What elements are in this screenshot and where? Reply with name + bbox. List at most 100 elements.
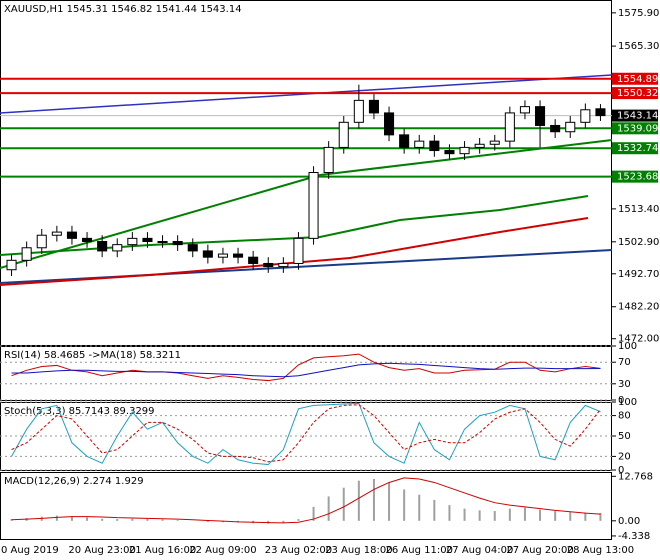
candle-body bbox=[580, 109, 591, 123]
histogram-bar bbox=[176, 520, 179, 521]
candle-body bbox=[353, 99, 364, 123]
y-tick-label: 20 bbox=[618, 451, 631, 462]
candle-body bbox=[202, 250, 213, 258]
candle-body bbox=[429, 140, 440, 152]
main-frame bbox=[0, 0, 612, 346]
moving-average bbox=[0, 195, 589, 256]
histogram-bar bbox=[357, 480, 360, 521]
candle-body bbox=[278, 262, 289, 268]
level-tag bbox=[612, 72, 658, 85]
candle-body bbox=[444, 150, 455, 155]
candle-body bbox=[66, 231, 77, 239]
y-tick-label: 1482.20 bbox=[618, 302, 659, 313]
candle-body bbox=[263, 262, 274, 268]
histogram-bar bbox=[327, 496, 330, 521]
trendline bbox=[0, 139, 613, 269]
y-tick-label: -4.338 bbox=[618, 531, 650, 542]
histogram-bar bbox=[539, 509, 542, 521]
x-tick-label: 28 Aug 13:00 bbox=[567, 545, 634, 556]
histogram-bar bbox=[508, 508, 511, 521]
histogram-bar bbox=[342, 487, 345, 521]
candle-body bbox=[338, 121, 349, 148]
y-tick-label: 1502.90 bbox=[618, 237, 659, 248]
histogram-bar bbox=[70, 516, 73, 521]
level-tag bbox=[612, 170, 658, 183]
candle-body bbox=[187, 244, 198, 252]
y-tick-label: 0 bbox=[618, 395, 624, 406]
histogram-bar bbox=[448, 505, 451, 521]
candle-body bbox=[82, 237, 93, 242]
histogram-bar bbox=[599, 512, 602, 521]
histogram-bar bbox=[478, 510, 481, 521]
histogram-bar bbox=[403, 489, 406, 521]
candle-body bbox=[308, 172, 319, 239]
histogram-bar bbox=[569, 512, 572, 521]
candle-body bbox=[21, 247, 32, 261]
y-tick-label: 80 bbox=[618, 411, 631, 422]
macd-frame bbox=[0, 472, 612, 540]
level-tag bbox=[612, 142, 658, 155]
y-tick-label: 100 bbox=[618, 341, 637, 352]
y-tick-label: 1575.90 bbox=[618, 8, 659, 19]
candle-body bbox=[459, 146, 470, 155]
histogram-bar bbox=[116, 519, 119, 521]
candle-body bbox=[519, 106, 530, 114]
candle-body bbox=[414, 140, 425, 148]
candle-body bbox=[323, 146, 334, 173]
histogram-bar bbox=[161, 519, 164, 521]
histogram-bar bbox=[101, 518, 104, 521]
y-tick-label: 1492.70 bbox=[618, 269, 659, 280]
pane-title: MACD(12,26,9) 2.274 1.929 bbox=[4, 476, 144, 487]
candle-body bbox=[293, 237, 304, 264]
y-tick-label: 30 bbox=[618, 379, 631, 390]
candle-body bbox=[399, 134, 410, 148]
level-label: 1543.14 bbox=[617, 111, 658, 122]
histogram-bar bbox=[493, 511, 496, 521]
candle-body bbox=[565, 121, 576, 133]
x-tick-label: 23 Aug 02:00 bbox=[265, 545, 332, 556]
y-tick-label: 0.00 bbox=[618, 516, 640, 527]
level-label: 1550.32 bbox=[617, 88, 658, 99]
level-label: 1523.68 bbox=[617, 172, 658, 183]
candle-body bbox=[142, 237, 153, 242]
histogram-bar bbox=[10, 519, 13, 521]
candle-body bbox=[595, 108, 606, 117]
candle-body bbox=[127, 237, 138, 246]
pane-title: Stoch(5,3,3) 85.7143 89.3299 bbox=[4, 406, 155, 417]
candle-body bbox=[474, 143, 485, 148]
x-tick-label: 21 Aug 16:00 bbox=[129, 545, 196, 556]
indicator-line bbox=[11, 353, 601, 382]
x-tick-label: 27 Aug 20:00 bbox=[506, 545, 573, 556]
y-tick-label: 12.768 bbox=[618, 471, 653, 482]
x-tick-label: 20 Aug 2019 bbox=[0, 545, 59, 556]
histogram-bar bbox=[282, 520, 285, 523]
candle-body bbox=[172, 241, 183, 246]
x-tick-label: 22 Aug 09:00 bbox=[189, 545, 256, 556]
histogram-bar bbox=[131, 518, 134, 521]
histogram-bar bbox=[206, 520, 209, 522]
indicator-line bbox=[11, 402, 601, 466]
level-tag bbox=[612, 109, 658, 122]
candle-body bbox=[384, 112, 395, 136]
x-tick-label: 23 Aug 18:00 bbox=[325, 545, 392, 556]
moving-average bbox=[0, 217, 589, 286]
candle-body bbox=[489, 140, 500, 145]
histogram-bar bbox=[297, 519, 300, 521]
pane-title: XAUUSD,H1 1545.31 1546.82 1541.44 1543.1… bbox=[4, 4, 242, 15]
y-tick-label: 100 bbox=[618, 397, 637, 408]
indicator-line bbox=[11, 404, 601, 463]
histogram-bar bbox=[433, 499, 436, 521]
candle-body bbox=[112, 244, 123, 252]
x-tick-label: 20 Aug 23:00 bbox=[68, 545, 135, 556]
histogram-bar bbox=[584, 512, 587, 521]
candle-body bbox=[36, 234, 47, 249]
level-label: 1554.89 bbox=[617, 74, 658, 85]
candle-body bbox=[233, 253, 244, 258]
histogram-bar bbox=[372, 478, 375, 521]
candle-body bbox=[51, 231, 62, 236]
histogram-bar bbox=[146, 519, 149, 521]
indicator-line bbox=[11, 362, 601, 378]
candle-body bbox=[157, 241, 168, 243]
candle-body bbox=[535, 106, 546, 126]
